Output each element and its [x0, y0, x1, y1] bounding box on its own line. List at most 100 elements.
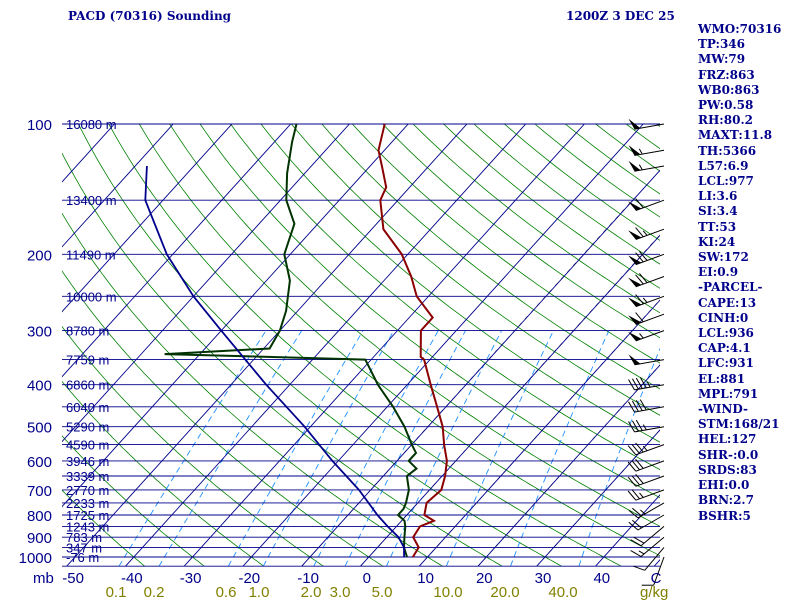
isotherm-line — [183, 123, 585, 567]
mixing-ratio-tick-label: 0.6 — [216, 584, 237, 600]
height-level-label: 1725 m — [66, 508, 109, 523]
temperature-tick-label: 0 — [363, 570, 371, 587]
chart-datetime: 1200Z 3 DEC 25 — [566, 9, 675, 23]
isotherm-line — [62, 123, 409, 508]
height-level-label: 16080 m — [66, 117, 117, 132]
wind-barb-half-flag — [642, 424, 647, 431]
pressure-tick-label: 900 — [27, 530, 52, 547]
height-level-label: 1243 m — [66, 519, 109, 534]
wind-barb-half-flag — [639, 333, 644, 339]
mixing-ratio-line — [578, 347, 660, 567]
height-level-label: 3946 m — [66, 454, 109, 469]
wind-barb-staff — [653, 556, 665, 586]
pressure-unit-label: mb — [33, 570, 54, 587]
sounding-index-line: TP:346 — [698, 37, 746, 52]
wind-barb-staff — [644, 547, 665, 571]
height-level-label: 7759 m — [66, 353, 109, 368]
isotherm-line — [477, 364, 660, 567]
wind-barb-flag — [628, 421, 635, 433]
wind-barb-pennant — [628, 331, 642, 341]
height-level-label: 2770 m — [66, 483, 109, 498]
mixing-ratio-line — [313, 330, 439, 567]
wind-barb — [627, 442, 665, 456]
wind-barb-half-flag — [642, 445, 648, 452]
wind-barb-half-flag — [642, 230, 648, 236]
sounding-index-line: CAPE:13 — [698, 295, 757, 310]
mixing-ratio-line — [262, 330, 395, 567]
height-level-label: -76 m — [66, 550, 99, 565]
mixing-ratio-line — [118, 330, 267, 567]
mixing-ratio-tick-label: 20.0 — [490, 584, 519, 600]
wind-barb-staff — [635, 228, 665, 240]
sounding-index-line: SHR-:0.0 — [698, 447, 759, 462]
wind-barb-pennant — [628, 118, 641, 130]
mixing-ratio-tick-label: 3.0 — [330, 584, 351, 600]
wind-barb-flag — [639, 399, 647, 411]
sounding-index-line: WMO:70316 — [698, 22, 782, 36]
isotherm-line — [62, 123, 292, 378]
wind-barb-flag — [628, 509, 639, 519]
mixing-ratio-tick-label: 40.0 — [548, 584, 577, 600]
wind-barb-half-flag — [640, 509, 646, 515]
pressure-tick-label: 700 — [27, 483, 52, 500]
wind-barb — [628, 273, 665, 288]
wind-barb — [628, 514, 665, 531]
wind-barb — [628, 227, 665, 240]
temperature-tick-label: 20 — [476, 570, 493, 587]
pressure-tick-label: 400 — [27, 378, 52, 395]
wind-barb-pennant — [628, 354, 641, 365]
sounding-index-line: LCL:977 — [698, 174, 754, 189]
wind-barb-flag — [635, 274, 644, 285]
wind-barb-staff — [635, 444, 665, 456]
wind-barb-flag — [635, 442, 644, 453]
sounding-index-line: HEL:127 — [698, 432, 757, 447]
wind-barb-flag — [639, 377, 647, 389]
wind-barb-flag — [639, 250, 648, 261]
dry-adiabat-line — [321, 123, 660, 390]
wind-barb — [641, 556, 665, 586]
dry-adiabat-line — [62, 212, 443, 567]
height-level-label: 6860 m — [66, 378, 109, 393]
sounding-index-line: STM:168/21 — [698, 417, 780, 432]
wind-barb-staff — [634, 359, 665, 366]
wind-barb-pennant — [628, 315, 642, 325]
height-level-label: 347 m — [66, 540, 102, 555]
pressure-tick-label: 500 — [27, 420, 52, 437]
wind-barb-pennant — [628, 160, 641, 172]
wind-barb-staff — [634, 384, 665, 391]
wind-barb-staff — [637, 502, 665, 519]
mixing-ratio-unit-label: g/kg — [640, 584, 668, 600]
wind-barb-flag — [635, 252, 644, 263]
sounding-index-line: CAP:4.1 — [698, 341, 751, 356]
wind-barb — [628, 502, 665, 519]
wind-barb — [628, 198, 665, 211]
dry-adiabat-line — [78, 123, 562, 567]
wind-barb-flag — [631, 378, 639, 390]
temperature-tick-label: -50 — [62, 570, 84, 587]
temperature-tick-label: -20 — [238, 570, 260, 587]
wind-barb — [627, 473, 665, 487]
temperature-tick-label: -40 — [121, 570, 143, 587]
sounding-index-line: PW:0.58 — [698, 98, 754, 113]
temperature-tick-label: 10 — [417, 570, 434, 587]
sounding-index-line: TH:5366 — [698, 143, 757, 158]
wind-barb — [628, 145, 665, 156]
wind-barb — [628, 354, 665, 366]
height-level-label: 2233 m — [66, 496, 109, 511]
wind-barb-pennant — [628, 277, 642, 287]
wind-barb-flag — [631, 519, 642, 529]
dry-adiabat-line — [412, 123, 660, 314]
dry-adiabat-line — [260, 123, 660, 443]
wind-barb-pennant — [628, 201, 642, 211]
wind-barb-staff — [635, 295, 665, 308]
wind-barb-flag — [630, 539, 642, 547]
wind-barb-flag — [639, 273, 648, 284]
sounding-index-line: BRN:2.7 — [698, 493, 754, 508]
wind-barb-half-flag — [646, 381, 651, 388]
dry-adiabat-line — [382, 123, 660, 339]
wind-barb-flag — [633, 536, 645, 544]
dry-adiabat-line — [62, 152, 503, 567]
wind-barb-pennant — [628, 255, 642, 265]
wind-barb-flag — [631, 443, 640, 454]
isotherm-line — [301, 169, 660, 567]
